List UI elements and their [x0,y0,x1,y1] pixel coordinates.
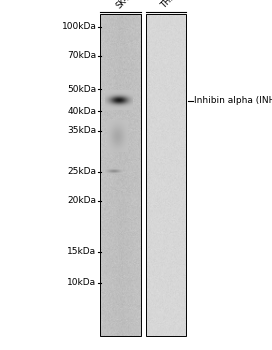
Text: Inhibin alpha (INHA): Inhibin alpha (INHA) [194,96,272,105]
Text: 10kDa: 10kDa [67,278,97,287]
Bar [100,14,141,336]
Text: 70kDa: 70kDa [67,51,97,61]
Text: 40kDa: 40kDa [67,107,97,116]
Text: 20kDa: 20kDa [67,196,97,205]
Text: 100kDa: 100kDa [62,22,97,31]
Text: THP-1: THP-1 [160,0,183,10]
Text: 15kDa: 15kDa [67,247,97,257]
Bar [146,14,186,336]
Text: 25kDa: 25kDa [67,167,97,176]
Text: 35kDa: 35kDa [67,126,97,135]
Text: 50kDa: 50kDa [67,85,97,94]
Text: SK-BR-3: SK-BR-3 [115,0,144,10]
